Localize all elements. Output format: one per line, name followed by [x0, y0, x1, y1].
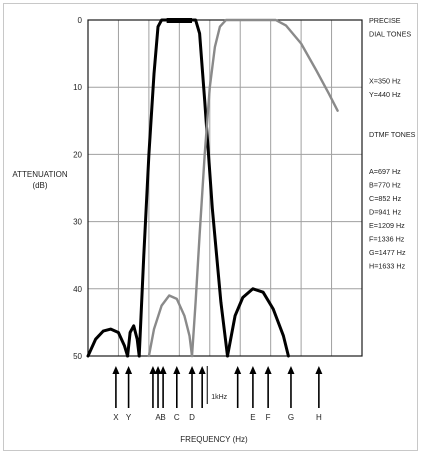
frequency-arrow-head	[287, 366, 295, 374]
grid	[87, 19, 363, 357]
frequency-arrow-head	[149, 366, 157, 374]
tone-label: F=1336 Hz	[369, 234, 405, 243]
frequency-arrow-label: E	[250, 413, 255, 422]
y-tick-label: 30	[73, 218, 82, 227]
marker-1khz-label: 1kHz	[211, 394, 227, 401]
frequency-arrow-head	[173, 366, 181, 374]
tone-label: Y=440 Hz	[369, 90, 401, 99]
frequency-arrow-label: B	[160, 413, 165, 422]
frequency-arrow-label: D	[189, 413, 195, 422]
frequency-arrow-head	[188, 366, 196, 374]
frequency-arrow-label: H	[316, 413, 322, 422]
series-gray-segment	[147, 294, 194, 358]
frequency-arrow-label: F	[266, 413, 271, 422]
tone-label: G=1477 Hz	[369, 248, 406, 257]
tone-label: H=1633 Hz	[369, 261, 406, 270]
labels: ATTENUATION (dB) FREQUENCY (Hz)	[12, 170, 248, 444]
tone-label: X=350 Hz	[369, 76, 401, 85]
tone-legend: PRECISE DIAL TONES X=350 Hz Y=440 Hz DTMF TO…	[369, 16, 416, 270]
figure-frame	[3, 3, 418, 451]
tone-label: A=697 Hz	[369, 167, 401, 176]
frequency-arrow-label: G	[288, 413, 294, 422]
series-group	[86, 18, 339, 358]
frequency-arrow-head	[264, 366, 272, 374]
plot-frame	[87, 19, 363, 357]
y-ticks: 0 10 20 30 40 50	[73, 16, 82, 361]
frequency-arrow-head	[315, 366, 323, 374]
tone-label: D=941 Hz	[369, 208, 402, 217]
x-axis-label: FREQUENCY (Hz)	[180, 435, 248, 444]
frequency-arrow-label: Y	[126, 413, 132, 422]
y-tick-label: 50	[73, 352, 82, 361]
frequency-arrow-head	[234, 366, 242, 374]
frequency-arrow-head	[154, 366, 162, 374]
y-axis-label-line2: (dB)	[32, 181, 47, 190]
y-tick-label: 0	[78, 16, 83, 25]
frequency-arrow-head	[125, 366, 133, 374]
frequency-arrow-label: A	[155, 413, 161, 422]
series-black-segment	[126, 324, 141, 358]
series-black-segment	[226, 287, 290, 358]
series-black-segment	[86, 327, 130, 358]
frequency-arrow-label: C	[174, 413, 180, 422]
frequency-arrow-head	[249, 366, 257, 374]
y-tick-label: 10	[73, 83, 82, 92]
frequency-arrow-head	[159, 366, 167, 374]
tone-label: DIAL TONES	[369, 29, 411, 38]
frequency-arrow-label: X	[113, 413, 119, 422]
tone-label: E=1209 Hz	[369, 221, 405, 230]
tone-label: C=852 Hz	[369, 194, 402, 203]
frequency-arrow-head	[198, 366, 206, 374]
y-tick-label: 40	[73, 285, 82, 294]
y-axis-label-line1: ATTENUATION	[12, 170, 67, 179]
y-tick-label: 20	[73, 150, 82, 159]
series-black-segment	[137, 18, 229, 358]
tone-label: DTMF TONES	[369, 130, 416, 139]
frequency-arrow-head	[112, 366, 120, 374]
tone-label: B=770 Hz	[369, 181, 401, 190]
series-gray-segment	[190, 18, 339, 358]
frequency-arrows: X Y A B C D E F G H 1kHz	[112, 366, 323, 422]
tone-label: PRECISE	[369, 16, 401, 25]
